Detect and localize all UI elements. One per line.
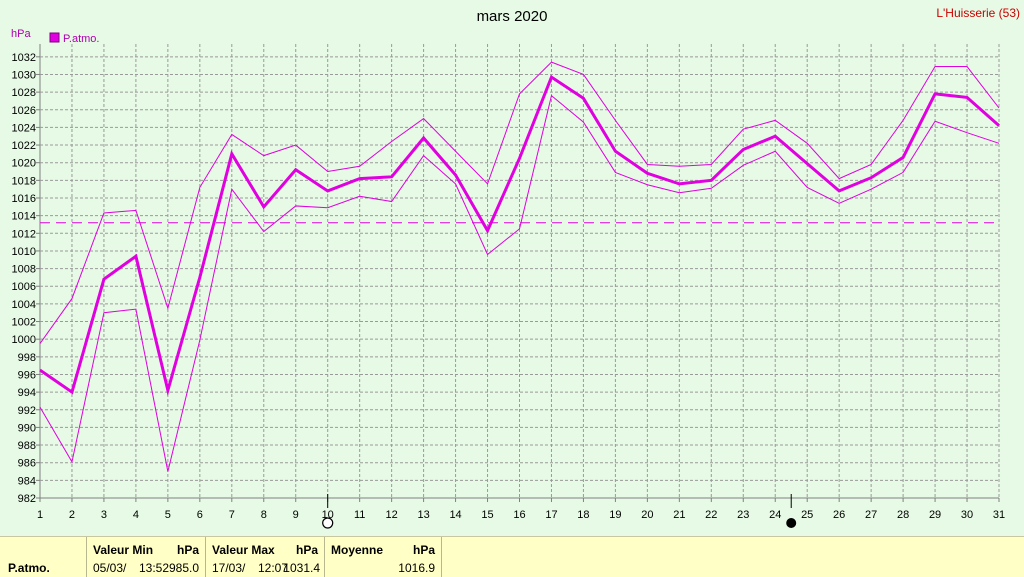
min-date: 05/03/ [93,561,127,575]
legend-swatch [49,32,60,43]
x-tick-label: 29 [929,509,941,521]
series-lines [39,61,1000,472]
legend-label: P.atmo. [63,33,100,45]
y-tick-label: 984 [18,475,36,487]
series-average-line [39,74,1000,397]
series-max-line [39,61,1000,344]
x-tick-label: 5 [165,509,171,521]
min-header: Valeur Min [93,543,154,557]
x-tick-label: 8 [261,509,267,521]
x-tick-label: 18 [577,509,589,521]
y-tick-label: 1004 [12,299,36,311]
y-tick-label: 1018 [12,175,36,187]
stats-footer: P.atmo. Valeur Min hPa 05/03/ 13:52 985.… [0,536,1024,577]
y-tick-label: 1022 [12,140,36,152]
x-tick-label: 15 [481,509,493,521]
y-tick-label: 992 [18,405,36,417]
x-tick-label: 3 [101,509,107,521]
y-tick-label: 1000 [12,334,36,346]
full-moon-icon [322,517,334,529]
x-tick-label: 22 [705,509,717,521]
max-value: 1031.4 [283,561,320,575]
y-tick-label: 994 [18,387,36,399]
y-tick-label: 996 [18,369,36,381]
y-tick-label: 1016 [12,193,36,205]
y-tick-label: 1012 [12,228,36,240]
y-tick-label: 1032 [12,52,36,64]
y-tick-label: 1010 [12,246,36,258]
x-tick-label: 17 [545,509,557,521]
x-tick-label: 21 [673,509,685,521]
x-tick-label: 2 [69,509,75,521]
x-tick-label: 24 [769,509,781,521]
chart-title: mars 2020 [477,8,548,25]
y-tick-label: 982 [18,493,36,505]
x-tick-label: 7 [229,509,235,521]
x-tick-label: 9 [293,509,299,521]
min-value: 985.0 [168,561,199,575]
avg-value: 1016.9 [398,561,435,575]
min-time: 13:52 [139,561,170,575]
station-name: L'Huisserie (53) [936,6,1020,20]
max-header: Valeur Max [212,543,275,557]
x-tick-label: 6 [197,509,203,521]
x-tick-label: 20 [641,509,653,521]
footer-series-label: P.atmo. [8,561,50,575]
y-tick-label: 1008 [12,264,36,276]
y-tick-label: 1002 [12,317,36,329]
x-tick-label: 27 [865,509,877,521]
min-unit: hPa [176,543,199,557]
y-axis-unit: hPa [11,28,31,40]
y-tick-label: 1028 [12,87,36,99]
pressure-chart: mars 2020 L'Huisserie (53) hPa P.atmo. 9… [11,6,1020,529]
x-tick-label: 14 [449,509,461,521]
grid [36,44,1000,502]
y-tick-label: 1006 [12,281,36,293]
x-tick-label: 31 [993,509,1005,521]
x-tick-label: 12 [386,509,398,521]
y-tick-labels: 982 984 986 988 990 992 994 996 998 1000 1002 1004 1… [12,52,36,505]
y-tick-label: 986 [18,458,36,470]
x-tick-label: 25 [801,509,813,521]
y-tick-label: 990 [18,422,36,434]
x-tick-label: 16 [513,509,525,521]
x-tick-label: 28 [897,509,909,521]
avg-unit: hPa [412,543,435,557]
series-min-line [39,94,1000,472]
y-tick-label: 1014 [12,211,36,223]
x-tick-label: 30 [961,509,973,521]
footer-max-cell: Valeur Max hPa 17/03/ 12:07 1031.4 [206,537,325,577]
x-tick-label: 19 [609,509,621,521]
x-tick-label: 23 [737,509,749,521]
y-tick-label: 1026 [12,105,36,117]
y-tick-label: 998 [18,352,36,364]
y-tick-label: 988 [18,440,36,452]
y-tick-label: 1030 [12,69,36,81]
x-tick-label: 1 [37,509,43,521]
x-tick-label: 4 [133,509,139,521]
max-time: 12:07 [258,561,289,575]
avg-header: Moyenne [331,543,384,557]
x-tick-label: 13 [417,509,429,521]
max-date: 17/03/ [212,561,246,575]
x-tick-label: 11 [354,509,365,521]
x-tick-label: 10 [322,509,334,521]
footer-min-cell: Valeur Min hPa 05/03/ 13:52 985.0 [87,537,206,577]
x-tick-label: 26 [833,509,845,521]
y-tick-label: 1020 [12,158,36,170]
footer-label-cell: P.atmo. [0,537,87,577]
x-tick-labels: 1 2 3 4 5 6 7 8 9 10 11 12 13 14 15 16 17 18 19 20 21 22 23 24 2… [37,509,1005,521]
new-moon-icon [786,518,797,528]
moon-phases [322,494,797,529]
footer-avg-cell: Moyenne hPa 1016.9 [325,537,442,577]
y-tick-label: 1024 [12,122,36,134]
max-unit: hPa [295,543,318,557]
